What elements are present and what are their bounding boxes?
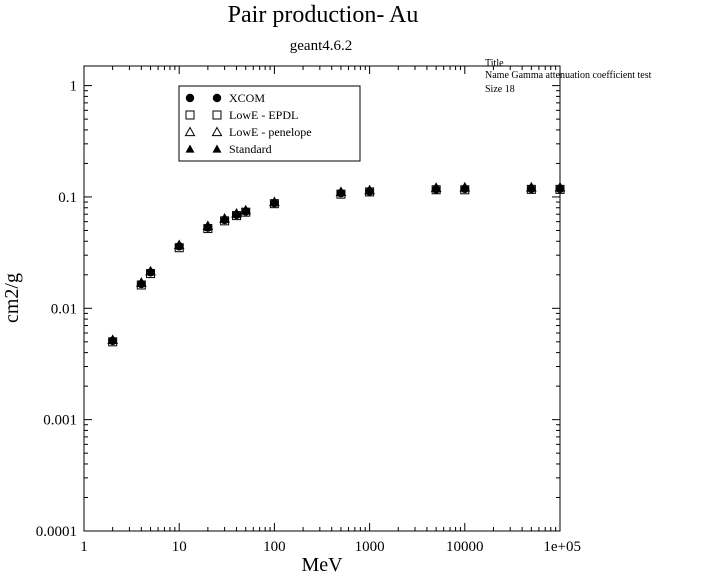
data-point-filled-triangle [203,222,213,231]
chart-subtitle: geant4.6.2 [290,38,352,54]
data-point-filled-triangle [241,206,251,215]
data-point-filled-triangle [336,187,346,196]
data-point-filled-triangle [232,209,242,218]
data-point-filled-triangle [174,241,184,250]
stats-name: Name Gamma attenuation coefficient test [485,70,652,81]
y-tick-label: 1 [70,79,78,95]
data-point-filled-triangle [108,335,118,344]
x-tick-label: 10 [172,539,187,555]
legend-label: Standard [229,142,272,156]
legend-marker-filled-triangle [185,144,195,153]
y-tick-label: 0.0001 [36,524,77,540]
y-axis-label: cm2/g [1,273,23,323]
x-tick-label: 1000 [355,539,385,555]
data-point-filled-triangle [526,183,536,192]
data-point-filled-triangle [555,183,565,192]
legend-label: LowE - penelope [229,125,312,139]
stats-title: Title [485,58,504,69]
legend: XCOM LowE - EPDL LowE - penelope Standard [178,85,361,162]
data-point-filled-triangle [365,186,375,195]
y-tick-label: 0.1 [58,190,77,206]
x-tick-label: 1 [80,539,88,555]
legend-marker-filled-circle [185,93,195,103]
y-tick-label: 0.01 [51,301,77,317]
data-points [107,181,566,347]
x-axis: 1 10 100 1000 10000 1e+05 [80,66,581,555]
legend-label: LowE - EPDL [229,108,298,122]
data-point-filled-triangle [136,278,146,287]
data-point-filled-triangle [220,214,230,223]
x-tick-label: 1e+05 [543,539,581,555]
y-tick-label: 0.001 [43,413,77,429]
y-axis: 0.0001 0.001 0.01 0.1 1 [36,79,560,540]
legend-box [178,85,361,162]
data-point-filled-triangle [146,267,156,276]
chart-title: Pair production- Au [228,2,419,28]
legend-marker-filled-circle [212,93,222,103]
legend-marker-filled-triangle [212,144,222,153]
stats-size: Size 18 [485,84,515,95]
data-point-filled-triangle [269,198,279,207]
legend-label: XCOM [229,91,265,105]
data-point-filled-triangle [431,183,441,192]
x-tick-label: 100 [263,539,286,555]
plot-frame [83,65,561,532]
stats-box: Title Name Gamma attenuation coefficient… [485,58,652,95]
data-point-filled-triangle [460,183,470,192]
x-tick-label: 10000 [446,539,484,555]
legend-marker-open-square [212,110,222,120]
legend-marker-open-square [185,110,195,120]
x-axis-label: MeV [301,554,343,574]
legend-marker-open-triangle [184,126,196,137]
legend-marker-open-triangle [211,126,223,137]
